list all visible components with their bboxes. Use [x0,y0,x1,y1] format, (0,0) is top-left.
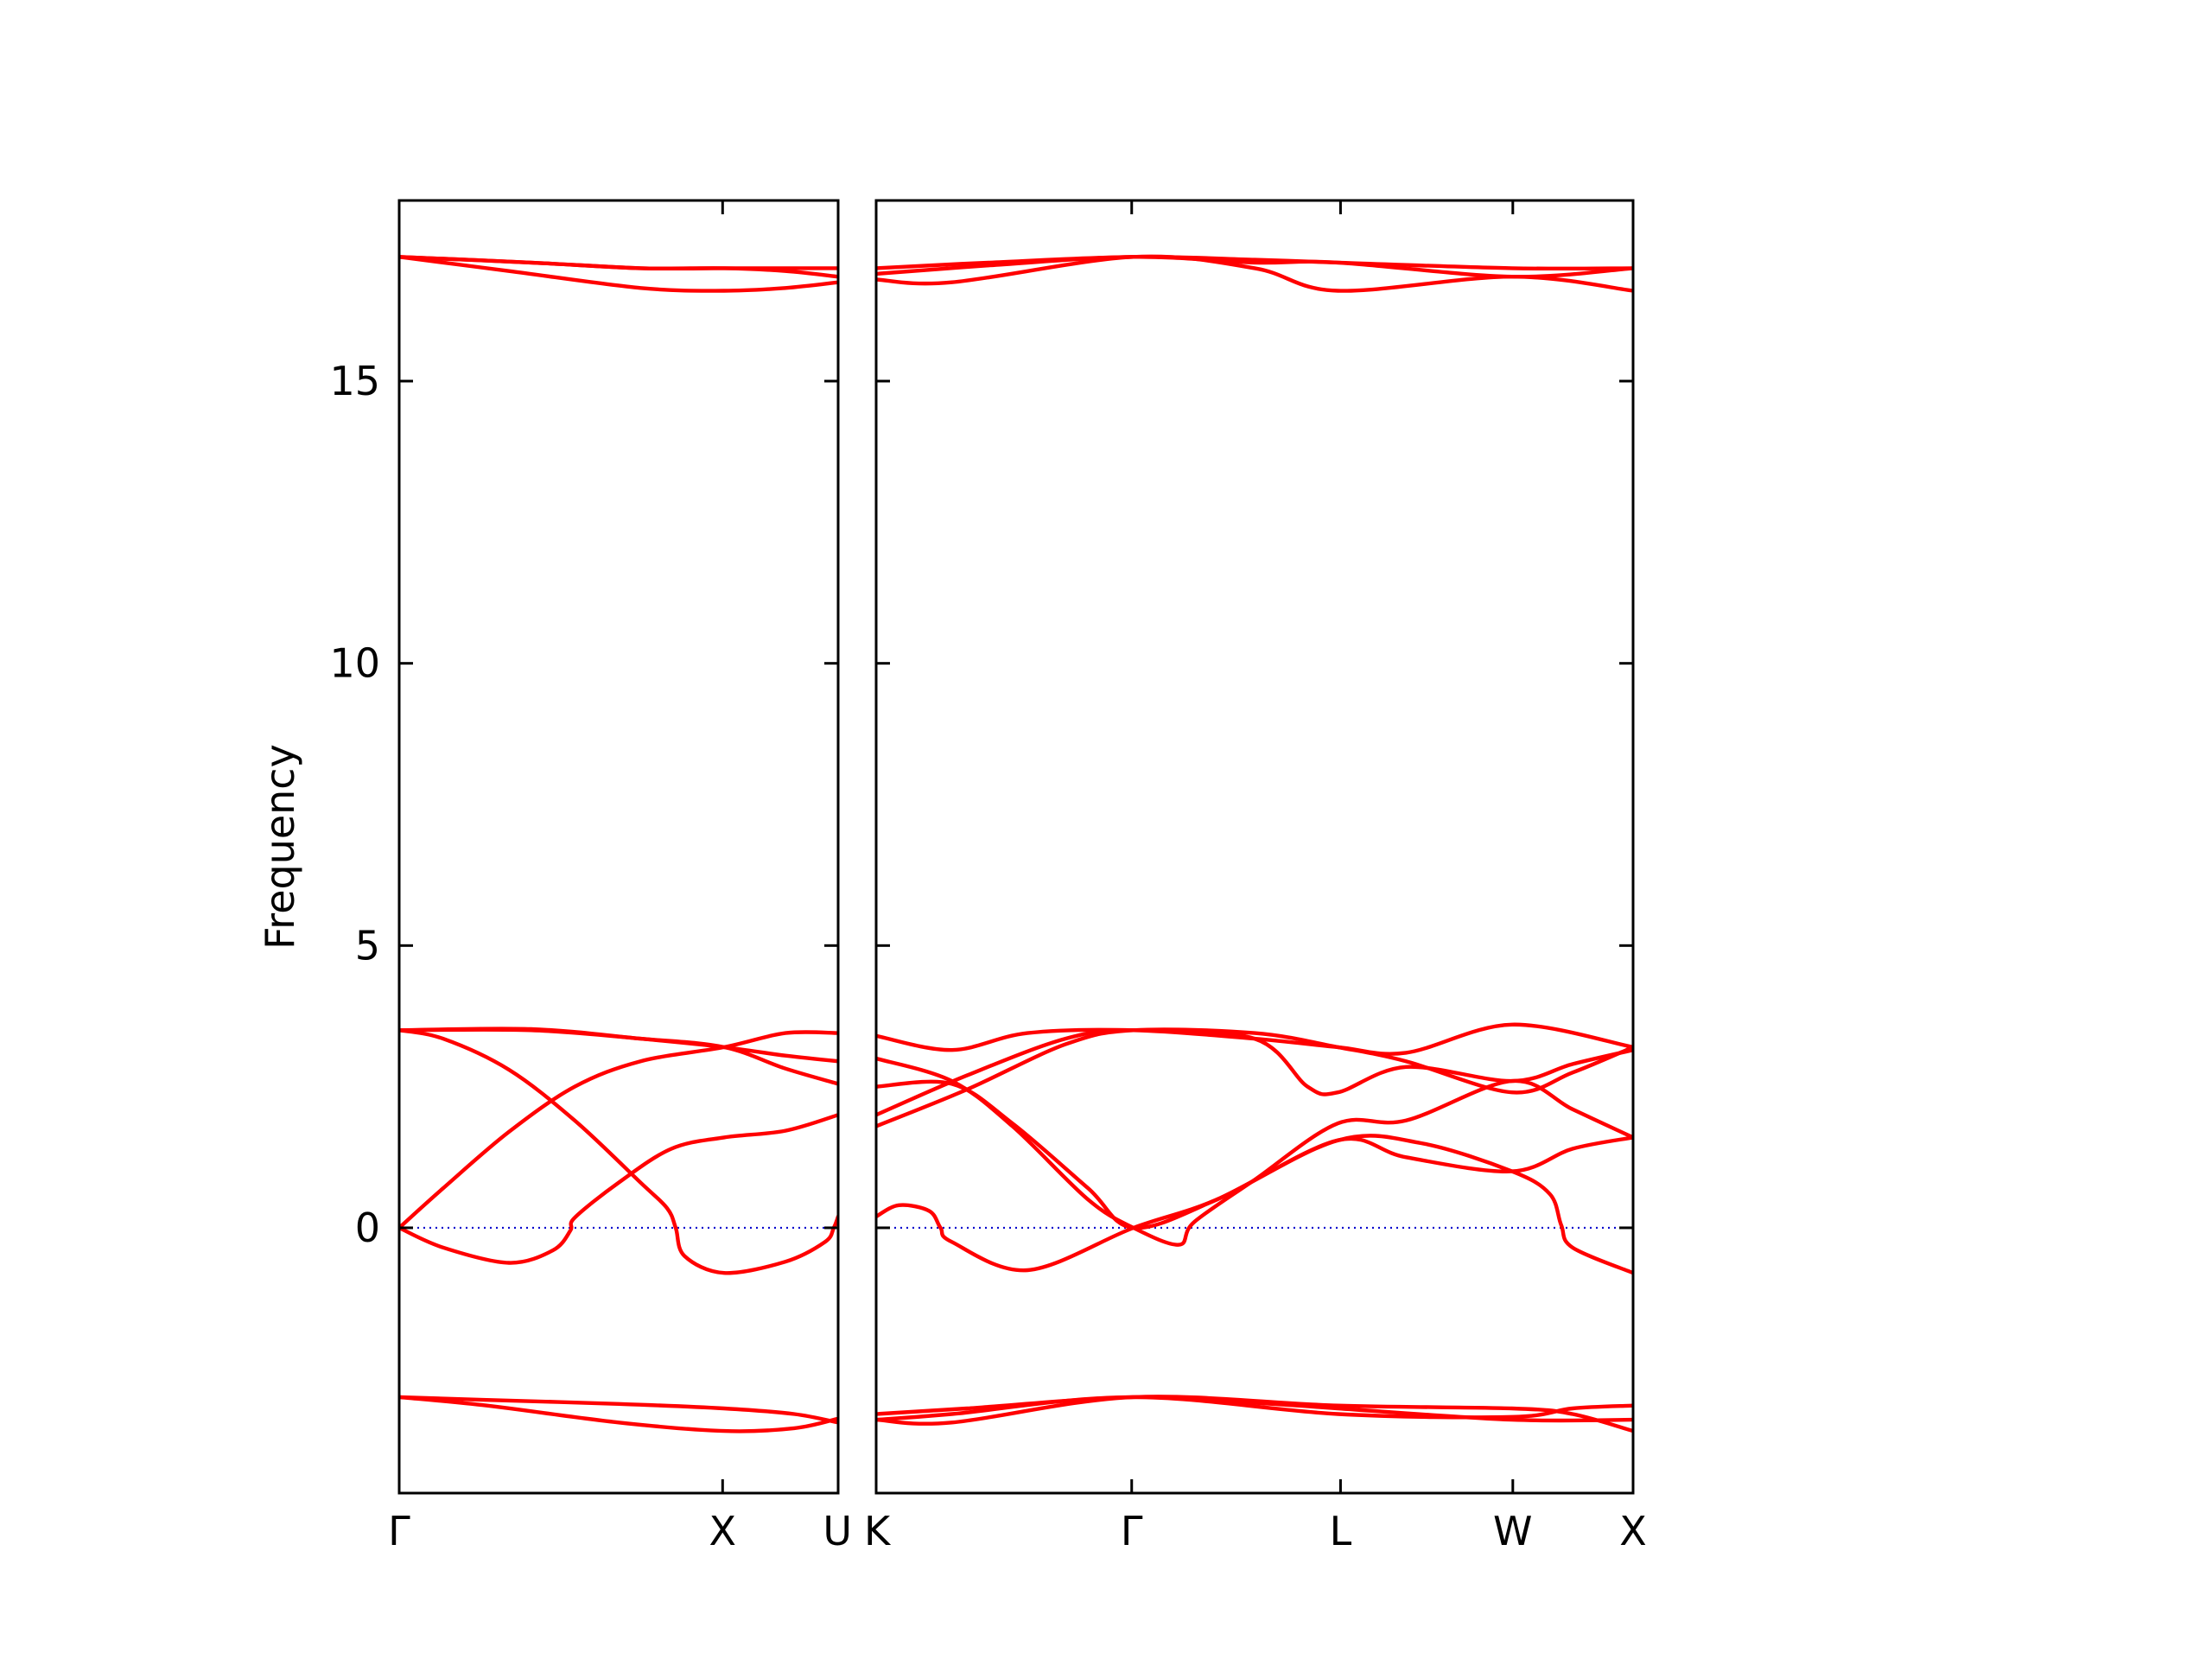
y-tick-label: 10 [329,640,380,687]
x-tick-label: X [709,1508,737,1554]
x-tick-label: Γ [388,1508,410,1554]
band-line [876,1395,1633,1422]
y-tick-label: 15 [329,358,380,404]
band-line [876,255,1633,271]
band-line [399,255,838,293]
band-line [876,1027,1633,1128]
x-tick-label: K [864,1508,892,1554]
axes-frame [874,199,1635,1495]
band-line [876,1395,1633,1423]
axes-frame [397,199,840,1495]
band-line [876,1022,1633,1056]
band-line [399,255,838,271]
band-line [399,1395,838,1433]
x-tick-label: X [1619,1508,1647,1554]
band-lines [876,254,1633,1433]
band-line [399,1027,838,1086]
x-tick-label: L [1330,1508,1352,1554]
band-line [876,1079,1633,1230]
plot-panels: 0 5 10 15 Γ X U K Γ L W X [329,199,1647,1554]
band-line [876,255,1633,279]
y-axis-label: Frequency [257,744,303,950]
y-tick-label: 0 [355,1205,380,1251]
y-tick-label: 5 [355,922,380,969]
x-tick-label: Γ [1121,1508,1143,1554]
panel-1: 0 5 10 15 Γ X U [329,199,852,1554]
band-line [399,1030,838,1230]
band-line [876,1056,1633,1247]
band-lines [399,255,838,1433]
x-tick-label: U [823,1508,852,1554]
band-line [399,1395,838,1425]
x-tick-label: W [1493,1508,1532,1554]
band-line [399,1028,838,1275]
band-line [399,1113,838,1265]
